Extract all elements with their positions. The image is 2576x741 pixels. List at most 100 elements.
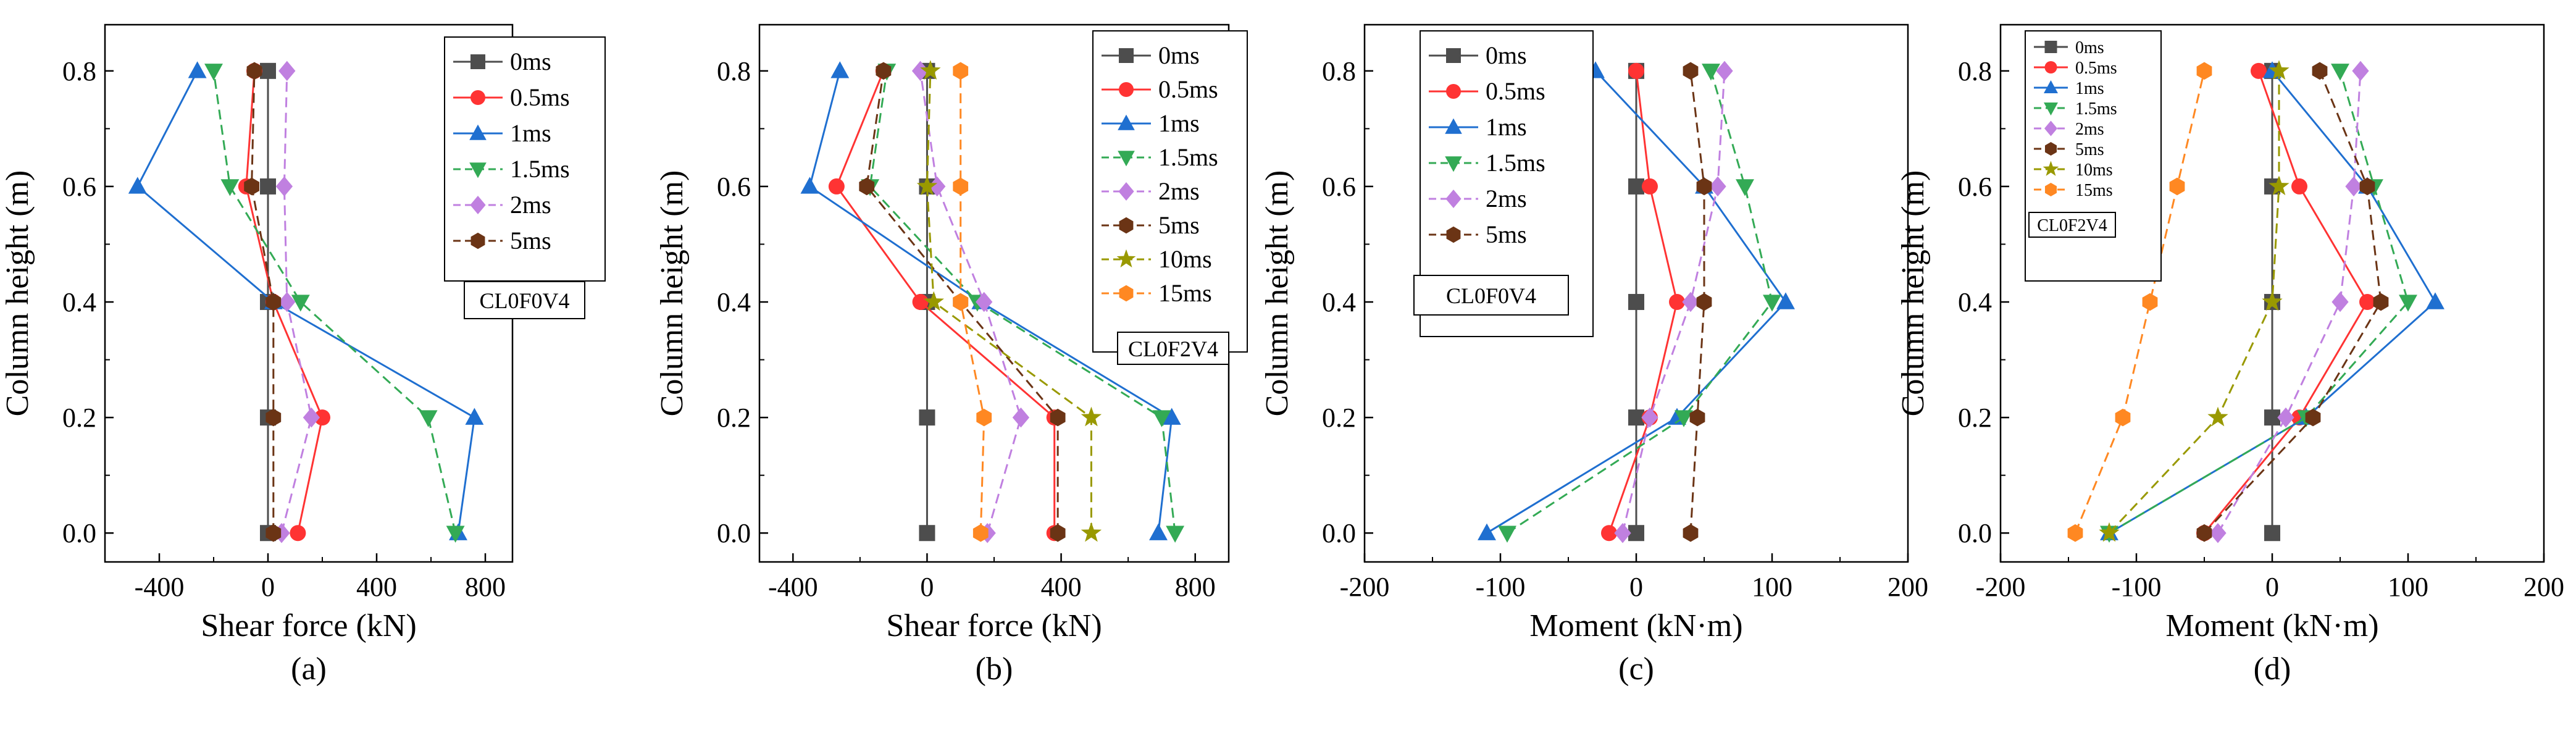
x-axis-title: Moment (kN·m) <box>1529 608 1742 643</box>
x-tick-label: 0 <box>261 572 275 602</box>
legend-item: 5ms <box>1429 220 1527 248</box>
legend-marker <box>2044 120 2057 136</box>
legend-marker <box>1446 226 1461 243</box>
data-point <box>1776 292 1795 309</box>
x-tick-label: 0 <box>1629 572 1643 602</box>
legend-marker <box>2044 183 2057 196</box>
data-point <box>1628 294 1644 311</box>
panel-label: (c) <box>1618 651 1654 687</box>
specimen-note-label: CL0F2V4 <box>2037 216 2107 235</box>
legend-label: 1ms <box>1486 113 1527 141</box>
data-point <box>1149 523 1168 540</box>
data-point <box>1012 407 1030 428</box>
data-point <box>976 291 993 312</box>
legend-marker <box>470 90 485 105</box>
data-point <box>314 409 330 426</box>
data-point <box>2331 291 2349 312</box>
legend-marker <box>470 54 485 69</box>
data-point <box>953 293 969 311</box>
legend-label: 5ms <box>2075 140 2104 159</box>
data-point <box>266 524 282 542</box>
x-tick-label: -100 <box>1476 572 1526 602</box>
data-point <box>275 176 293 197</box>
data-point <box>2264 525 2280 542</box>
chart-panel-1: -400 0 400 800 0.0 0.2 0.4 0.6 0.8 Shear force (k… <box>0 23 606 687</box>
series-10ms <box>2099 60 2290 542</box>
data-point <box>2142 293 2158 311</box>
specimen-note: CL0F0V4 <box>464 281 585 319</box>
data-point <box>2207 406 2228 427</box>
series-5ms <box>1683 62 1712 542</box>
x-tick-label: 800 <box>465 572 506 602</box>
x-tick-label: 200 <box>1888 572 1928 602</box>
legend-marker <box>2043 161 2059 176</box>
series-15ms <box>2067 62 2212 542</box>
series-line <box>2109 70 2409 534</box>
panels: -400 0 400 800 0.0 0.2 0.4 0.6 0.8 Shear force (k… <box>0 23 2564 687</box>
x-tick-label: -400 <box>135 572 185 602</box>
data-point <box>260 178 276 195</box>
data-point <box>1696 293 1712 311</box>
data-point <box>1050 408 1066 427</box>
legend-item: 0ms <box>1102 41 1200 69</box>
legend-item: 1.5ms <box>453 155 570 183</box>
legend-label: 0.5ms <box>1486 77 1545 105</box>
legend-label: 0.5ms <box>1158 75 1218 103</box>
data-point <box>2099 522 2120 542</box>
x-axis-title: Moment (kN·m) <box>2165 608 2378 643</box>
series-1.5ms <box>204 64 465 543</box>
data-point <box>2345 176 2362 197</box>
legend-marker <box>1118 151 1135 167</box>
data-point <box>465 408 484 425</box>
data-point <box>278 61 296 82</box>
data-point <box>2169 177 2185 196</box>
data-point <box>828 178 845 195</box>
series-line <box>2203 70 2382 534</box>
data-point <box>278 291 296 312</box>
data-point <box>204 64 223 81</box>
series-2ms <box>273 61 320 543</box>
panel-label: (a) <box>291 651 327 687</box>
data-point <box>2305 408 2321 427</box>
data-point <box>1641 407 1658 428</box>
x-tick-label: 400 <box>1041 572 1082 602</box>
panel-label: (b) <box>976 651 1013 687</box>
data-point <box>1601 525 1617 542</box>
y-tick-label: 0.6 <box>717 172 751 202</box>
series-1.5ms <box>1498 64 1781 543</box>
x-tick-label: 100 <box>2388 572 2428 602</box>
data-point <box>1736 179 1754 196</box>
data-point <box>923 291 944 311</box>
panel-label: (d) <box>2254 651 2291 687</box>
legend-label: 5ms <box>510 227 551 254</box>
data-point <box>1628 178 1644 195</box>
x-tick-label: 0 <box>920 572 934 602</box>
legend-label: 0ms <box>1158 41 1200 69</box>
specimen-note: CL0F2V4 <box>2028 212 2116 238</box>
specimen-note: CL0F0V4 <box>1413 275 1569 316</box>
data-point <box>2359 294 2375 311</box>
data-point <box>2269 60 2290 80</box>
legend-marker <box>1119 48 1134 63</box>
data-point <box>912 294 929 311</box>
y-tick-label: 0.6 <box>1322 172 1356 202</box>
specimen-note-box <box>1117 332 1229 365</box>
data-point <box>2251 62 2267 79</box>
legend-item: 1ms <box>1102 109 1200 137</box>
data-point <box>953 62 969 80</box>
legend-item: 0ms <box>1429 41 1527 69</box>
legend-marker <box>470 232 485 249</box>
data-point <box>244 177 259 196</box>
legend-item: 2ms <box>2034 120 2104 139</box>
x-axis-title: Shear force (kN) <box>886 608 1102 643</box>
data-point <box>1716 61 1733 82</box>
specimen-note-label: CL0F2V4 <box>1128 337 1218 361</box>
y-axis-title: Column height (m) <box>0 170 35 417</box>
series-line <box>212 70 457 534</box>
x-tick-label: 0 <box>2265 572 2279 602</box>
data-point <box>1689 408 1705 427</box>
legend-label: 0ms <box>1486 41 1527 69</box>
